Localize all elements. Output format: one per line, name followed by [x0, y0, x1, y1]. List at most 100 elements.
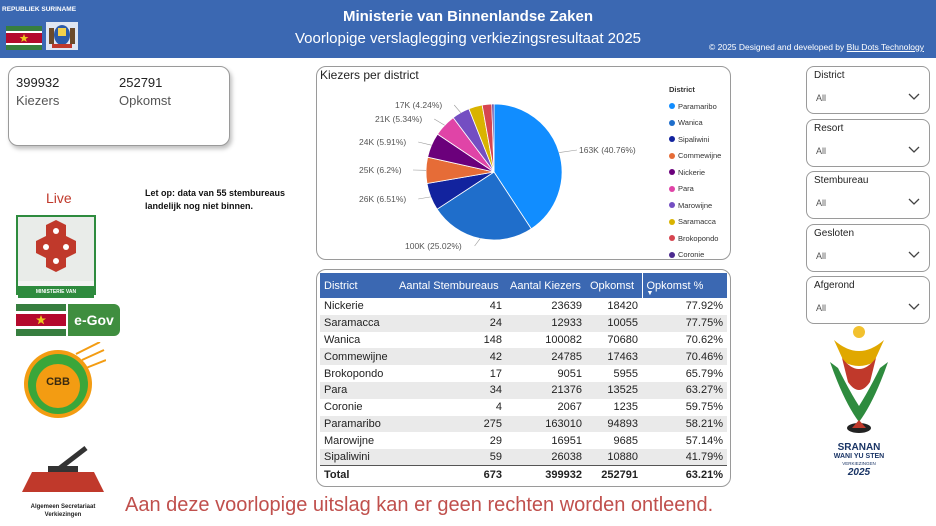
cell-opkomst-pct: 77.75%: [685, 317, 723, 330]
filter-afgerond[interactable]: Afgerond All: [806, 276, 930, 324]
sort-desc-icon: ▼: [646, 290, 654, 297]
cell-district: Wanica: [324, 333, 361, 346]
credit-company-link[interactable]: Blu Dots Technology: [846, 42, 924, 52]
legend-item[interactable]: Nickerie: [669, 164, 721, 181]
chevron-down-icon[interactable]: [908, 249, 920, 259]
pie-data-label: 21K (5.34%): [375, 114, 422, 124]
cell-kiezers: 2067: [557, 401, 582, 414]
table-row[interactable]: Saramacca 24 12933 10055 77.75%: [320, 314, 727, 332]
sranan-logo[interactable]: SRANAN WANI YU STEN VERKIEZINGEN 2025: [824, 322, 894, 482]
col-header-opkomst-pct[interactable]: Opkomst % ▼: [641, 273, 727, 298]
filter-afgerond-value[interactable]: All: [816, 303, 827, 313]
coat-of-arms-icon: [46, 22, 78, 50]
page-subtitle: Voorlopige verslaglegging verkiezingsres…: [294, 30, 642, 47]
col-header-opkomst[interactable]: Opkomst: [590, 279, 635, 292]
page-header: REPUBLIEK SURINAME Ministerie van Binnen…: [0, 0, 936, 58]
cell-opkomst-pct: 59.75%: [685, 401, 723, 414]
col-header-district[interactable]: District: [324, 279, 358, 292]
legend-label: Para: [678, 184, 694, 194]
table-row[interactable]: Para 34 21376 13525 63.27%: [320, 381, 727, 399]
cell-stembureaus: 34: [489, 384, 502, 397]
pie-data-label: 26K (6.51%): [359, 194, 406, 204]
filter-stembureau[interactable]: Stembureau All: [806, 171, 930, 219]
legend-item[interactable]: Paramaribo: [669, 98, 721, 115]
legend-label: Saramacca: [678, 217, 716, 227]
legend-item[interactable]: Marowijne: [669, 197, 721, 214]
cell-district: Commewijne: [324, 350, 388, 363]
cell-opkomst: 9685: [613, 434, 638, 447]
cell-district: Nickerie: [324, 300, 364, 313]
filter-stembureau-value[interactable]: All: [816, 198, 827, 208]
page-title: Ministerie van Binnenlandse Zaken: [342, 8, 594, 25]
table-row[interactable]: Nickerie 41 23639 18420 77.92%: [320, 298, 727, 315]
cell-kiezers: 26038: [551, 451, 582, 464]
pie-data-label: 17K (4.24%): [395, 100, 442, 110]
cell-opkomst: 10055: [607, 317, 638, 330]
cell-stembureaus: 17: [489, 367, 502, 380]
legend-item[interactable]: Saramacca: [669, 214, 721, 231]
legend-label: Paramaribo: [678, 101, 717, 111]
filter-resort[interactable]: Resort All: [806, 119, 930, 167]
sranan-line1: SRANAN: [837, 442, 881, 453]
legend-item[interactable]: Coronie: [669, 247, 721, 264]
cell-stembureaus: 275: [483, 417, 502, 430]
table-row[interactable]: Wanica 148 100082 70680 70.62%: [320, 332, 727, 349]
chevron-down-icon[interactable]: [908, 196, 920, 206]
cell-opkomst-pct: 63.27%: [685, 384, 723, 397]
cell-kiezers: 163010: [545, 417, 582, 430]
legend-label: Sipaliwini: [678, 134, 710, 144]
cell-opkomst: 10880: [607, 451, 638, 464]
total-stembureaus: 673: [395, 465, 506, 484]
egov-label: e-Gov: [68, 304, 120, 336]
data-note: Let op: data van 55 stembureaus landelij…: [145, 188, 286, 211]
total-opkomst: 252791: [586, 465, 642, 484]
legend-item[interactable]: Para: [669, 181, 721, 198]
filter-district-label: District: [814, 70, 845, 81]
legend-item[interactable]: Sipaliwini: [669, 131, 721, 148]
table-total-row: Total 673 399932 252791 63.21%: [320, 465, 727, 484]
egov-logo[interactable]: e-Gov: [16, 304, 120, 336]
credit-prefix: © 2025 Designed and developed by: [708, 42, 845, 52]
table-row[interactable]: Sipaliwini 59 26038 10880 41.79%: [320, 449, 727, 466]
filter-resort-value[interactable]: All: [816, 146, 827, 156]
cell-stembureaus: 4: [495, 401, 502, 414]
chart-legend: District Paramaribo Wanica Sipaliwini Comme…: [669, 85, 721, 263]
asv-logo[interactable]: Algemeen Secretariaat Verkiezingen: [12, 444, 114, 518]
pie-leader-line: [474, 238, 481, 247]
col-header-kiezers[interactable]: Aantal Kiezers: [510, 279, 581, 292]
legend-label: Wanica: [678, 118, 703, 128]
legend-item[interactable]: Brokopondo: [669, 230, 721, 247]
cell-district: Para: [324, 384, 348, 397]
table-row[interactable]: Commewijne 42 24785 17463 70.46%: [320, 348, 727, 366]
kpi-turnout: 252791 Opkomst: [119, 75, 171, 108]
cbb-logo[interactable]: CBB: [16, 342, 106, 424]
pie-slice-wanica[interactable]: [436, 171, 532, 241]
table-row[interactable]: Marowijne 29 16951 9685 57.14%: [320, 432, 727, 449]
legend-item[interactable]: Wanica: [669, 115, 721, 132]
pie-leader-line: [418, 141, 432, 146]
table-row[interactable]: Coronie 4 2067 1235 59.75%: [320, 399, 727, 416]
legend-dot-icon: [669, 103, 675, 110]
chevron-down-icon[interactable]: [908, 91, 920, 101]
filter-district-value[interactable]: All: [816, 93, 827, 103]
chevron-down-icon[interactable]: [908, 144, 920, 154]
pie-data-label: 24K (5.91%): [359, 137, 406, 147]
col-header-stembureaus[interactable]: Aantal Stembureaus: [399, 279, 499, 292]
chevron-down-icon[interactable]: [908, 301, 920, 311]
cell-opkomst: 94893: [607, 417, 638, 430]
filter-afgerond-label: Afgerond: [814, 280, 855, 291]
filter-gesloten[interactable]: Gesloten All: [806, 224, 930, 272]
cell-stembureaus: 29: [489, 434, 502, 447]
table-row[interactable]: Paramaribo 275 163010 94893 58.21%: [320, 415, 727, 433]
pie-slice-coronie[interactable]: [491, 103, 495, 173]
ministry-logo[interactable]: MINISTERIE VAN BINNENLANDSE ZAKEN: [16, 215, 96, 307]
table-row[interactable]: Brokopondo 17 9051 5955 65.79%: [320, 365, 727, 382]
live-label: Live: [46, 190, 72, 206]
legend-item[interactable]: Commewijne: [669, 148, 721, 165]
kpi-voters-label: Kiezers: [16, 93, 60, 108]
legend-dot-icon: [669, 169, 675, 176]
filter-district[interactable]: District All: [806, 66, 930, 114]
filter-gesloten-value[interactable]: All: [816, 251, 827, 261]
cell-kiezers: 21376: [551, 384, 582, 397]
suriname-flag-icon: [6, 26, 42, 50]
